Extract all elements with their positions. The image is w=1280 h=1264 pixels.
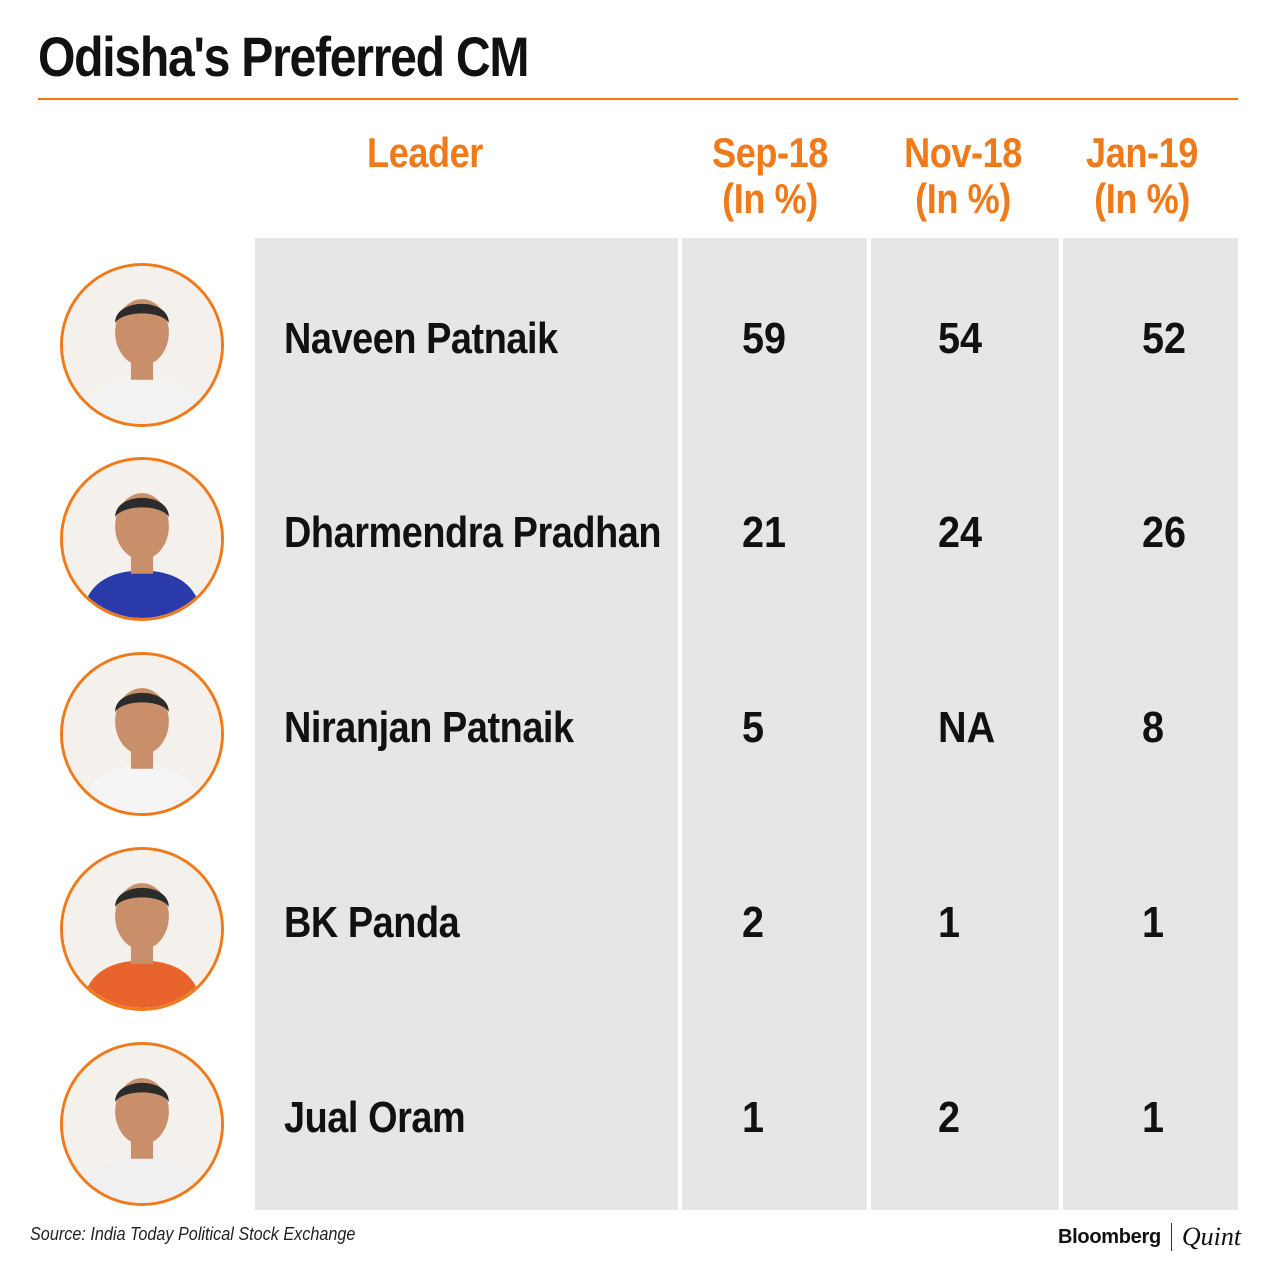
nov-18-value: 2: [938, 1093, 961, 1142]
niranjan-patnaik-photo: [60, 652, 224, 816]
header-leader: Leader: [318, 130, 533, 176]
leader-column-panel: [255, 238, 678, 1210]
leader-name: Jual Oram: [284, 1093, 466, 1142]
dharmendra-pradhan-photo: [60, 457, 224, 621]
leader-name: Niranjan Patnaik: [284, 703, 574, 752]
header-nov-18-line2: (In %): [915, 175, 1011, 222]
leader-name: Naveen Patnaik: [284, 314, 558, 363]
nov-18-value: 24: [938, 508, 983, 557]
sep-18-column-panel: [682, 238, 867, 1210]
sep-18-value: 59: [742, 314, 787, 363]
jan-19-value: 1: [1142, 1093, 1165, 1142]
leader-name: Dharmendra Pradhan: [284, 508, 662, 557]
jan-19-value: 52: [1142, 314, 1187, 363]
header-sep-18-line2: (In %): [722, 175, 818, 222]
header-jan-19: Jan-19 (In %): [1065, 130, 1220, 222]
header-sep-18: Sep-18 (In %): [693, 130, 848, 222]
sep-18-value: 21: [742, 508, 787, 557]
jan-19-column-panel: [1063, 238, 1238, 1210]
brand-suffix: Quint: [1181, 1222, 1242, 1251]
header-jan-19-line1: Jan-19: [1086, 129, 1198, 176]
jan-19-value: 1: [1142, 898, 1165, 947]
header-nov-18-line1: Nov-18: [904, 129, 1022, 176]
jan-19-value: 8: [1142, 703, 1165, 752]
brand-divider: [1170, 1223, 1172, 1251]
leader-name: BK Panda: [284, 898, 460, 947]
brand-name: Bloomberg: [1058, 1225, 1161, 1248]
nov-18-value: 54: [938, 314, 983, 363]
chart-title: Odisha's Preferred CM: [38, 25, 530, 88]
sep-18-value: 5: [742, 703, 765, 752]
table-row: Naveen Patnaik 59 54 52: [0, 244, 1280, 438]
nov-18-column-panel: [871, 238, 1059, 1210]
table-row: Niranjan Patnaik 5 NA 8: [0, 633, 1280, 827]
jan-19-value: 26: [1142, 508, 1187, 557]
header-jan-19-line2: (In %): [1094, 175, 1190, 222]
jual-oram-photo: [60, 1042, 224, 1206]
nov-18-value: NA: [938, 703, 996, 752]
nov-18-value: 1: [938, 898, 961, 947]
title-divider: [38, 98, 1238, 100]
table-row: Dharmendra Pradhan 21 24 26: [0, 438, 1280, 632]
bk-panda-photo: [60, 847, 224, 1011]
header-leader-label: Leader: [367, 129, 483, 176]
sep-18-value: 1: [742, 1093, 765, 1142]
header-nov-18: Nov-18 (In %): [886, 130, 1041, 222]
source-note: Source: India Today Political Stock Exch…: [30, 1224, 356, 1244]
sep-18-value: 2: [742, 898, 765, 947]
header-sep-18-line1: Sep-18: [712, 129, 828, 176]
table-row: BK Panda 2 1 1: [0, 828, 1280, 1022]
table-row: Jual Oram 1 2 1: [0, 1023, 1280, 1217]
brand-logo: Bloomberg Quint: [1058, 1220, 1241, 1254]
naveen-patnaik-photo: [60, 263, 224, 427]
